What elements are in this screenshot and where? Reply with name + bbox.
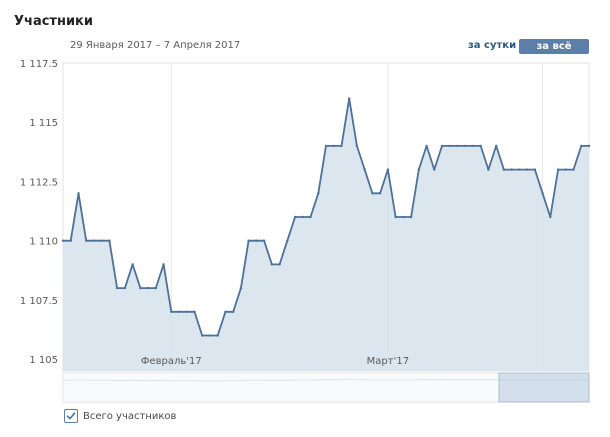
y-tick-label: 1 110	[29, 237, 58, 248]
legend-checkbox[interactable]	[64, 409, 78, 423]
date-range: 29 Января 2017 – 7 Апреля 2017	[70, 40, 241, 51]
y-axis: 1 105 1 107.5 1 110 1 112.5 1 115 1 117.5	[20, 59, 58, 366]
data-point	[92, 239, 96, 242]
data-point	[224, 310, 227, 313]
data-point	[440, 144, 444, 148]
data-point	[324, 144, 328, 148]
data-point	[162, 263, 165, 266]
data-point	[541, 192, 544, 195]
series-area	[63, 98, 589, 371]
x-axis: Февраль'17 Март'17	[141, 356, 409, 367]
y-tick-label: 1 105	[29, 355, 58, 366]
x-tick-label: Февраль'17	[141, 356, 202, 367]
data-point	[448, 144, 451, 148]
range-navigator[interactable]	[62, 372, 590, 403]
data-point	[247, 239, 250, 242]
data-point	[487, 168, 490, 171]
check-icon	[66, 412, 76, 420]
navigator-mask	[63, 373, 500, 402]
data-point	[587, 144, 591, 148]
data-point	[518, 168, 521, 171]
data-point	[232, 310, 235, 313]
data-point	[371, 192, 374, 195]
data-point	[154, 286, 157, 290]
data-point	[286, 239, 289, 242]
data-point	[549, 215, 552, 219]
data-point	[216, 334, 219, 337]
data-point	[479, 144, 482, 148]
data-point	[363, 168, 366, 171]
data-point	[131, 263, 134, 266]
per-day-button[interactable]: за сутки	[468, 40, 517, 51]
data-point	[201, 334, 204, 337]
data-point	[115, 286, 119, 290]
data-point	[572, 168, 575, 171]
chart-area	[61, 97, 591, 371]
data-point	[146, 286, 150, 290]
data-point	[293, 215, 297, 219]
data-point	[270, 263, 274, 266]
data-point	[456, 144, 459, 148]
data-point	[409, 215, 413, 219]
data-point	[378, 192, 382, 195]
data-point	[123, 286, 127, 290]
y-tick-label: 1 115	[29, 118, 58, 129]
data-point	[139, 286, 142, 290]
data-point	[556, 168, 560, 171]
data-point	[317, 192, 320, 195]
all-time-button[interactable]: за всё время	[519, 39, 589, 67]
data-point	[170, 310, 173, 313]
legend-label: Всего участников	[83, 410, 177, 422]
data-point	[348, 97, 351, 100]
data-point	[208, 334, 212, 337]
data-point	[61, 239, 65, 242]
page-title: Участники	[14, 14, 93, 29]
data-point	[502, 168, 506, 171]
data-point	[69, 239, 72, 242]
data-point	[185, 310, 188, 313]
data-point	[262, 239, 266, 242]
data-point	[340, 144, 343, 148]
data-point	[309, 215, 312, 219]
x-tick-label: Март'17	[367, 356, 409, 367]
data-point	[402, 215, 405, 219]
legend: Всего участников	[64, 408, 176, 424]
data-point	[580, 144, 583, 148]
data-point	[417, 168, 420, 171]
data-point	[495, 144, 498, 148]
data-point	[525, 168, 529, 171]
data-point	[394, 215, 397, 219]
data-point	[433, 168, 436, 171]
data-point	[77, 192, 80, 195]
data-point	[332, 144, 335, 148]
data-point	[301, 215, 304, 219]
data-point	[193, 310, 196, 313]
data-point	[278, 263, 281, 266]
navigator-selection[interactable]	[498, 372, 590, 403]
data-point	[255, 239, 258, 242]
data-point	[510, 168, 513, 171]
data-point	[564, 168, 567, 171]
data-point	[425, 144, 428, 148]
data-point	[386, 168, 390, 171]
data-point	[108, 239, 111, 242]
data-point	[100, 239, 103, 242]
data-point	[239, 286, 243, 290]
y-tick-label: 1 112.5	[20, 177, 58, 188]
data-point	[533, 168, 537, 171]
y-tick-label: 1 107.5	[20, 296, 58, 307]
y-tick-label: 1 117.5	[20, 59, 58, 70]
data-point	[355, 144, 359, 148]
data-point	[464, 144, 467, 148]
data-point	[471, 144, 475, 148]
data-point	[85, 239, 88, 242]
data-point	[177, 310, 181, 313]
